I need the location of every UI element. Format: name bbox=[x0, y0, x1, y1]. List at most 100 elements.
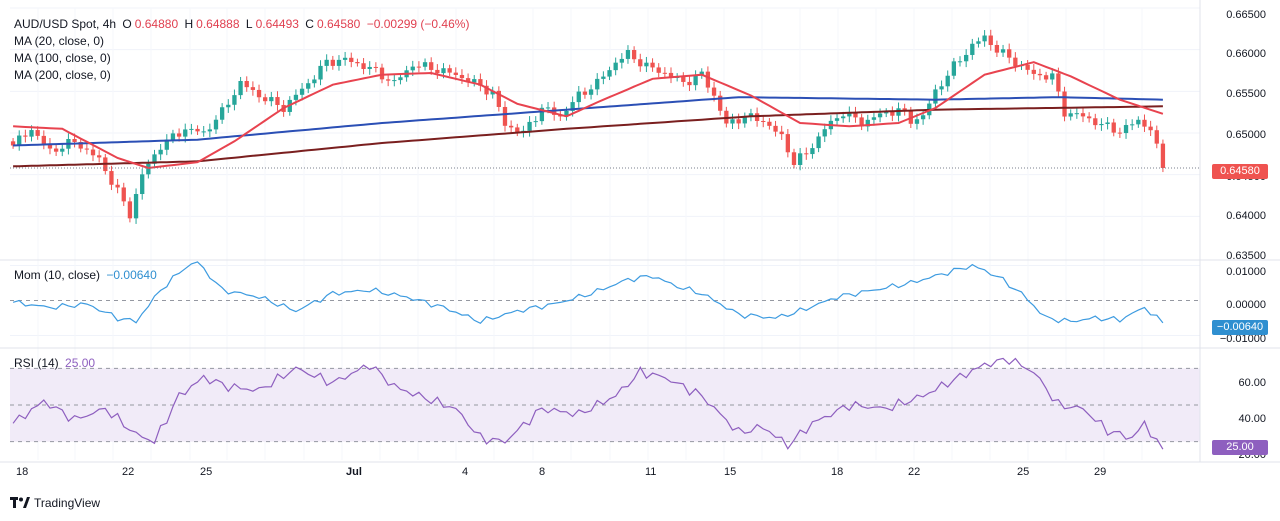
candle-body bbox=[533, 121, 538, 123]
candle-body bbox=[435, 69, 440, 74]
open-label: O bbox=[122, 17, 132, 31]
mom-legend[interactable]: Mom (10, close) −0.00640 bbox=[14, 268, 160, 282]
date-tick: 25 bbox=[1017, 466, 1030, 478]
candle-body bbox=[619, 58, 624, 63]
candle-body bbox=[478, 79, 483, 86]
candle-body bbox=[379, 67, 385, 80]
price-tick: 0.66500 bbox=[1226, 9, 1266, 21]
candle-body bbox=[373, 66, 379, 68]
candle-body bbox=[299, 88, 305, 95]
low-value: 0.64493 bbox=[255, 17, 299, 31]
candle-body bbox=[78, 141, 83, 149]
date-tick: 25 bbox=[200, 466, 213, 478]
low-label: L bbox=[245, 17, 253, 31]
ma200-line bbox=[13, 105, 1163, 168]
candle-body bbox=[1148, 126, 1153, 131]
candle-body bbox=[1056, 73, 1061, 92]
candle-body bbox=[754, 113, 760, 121]
candle-body bbox=[595, 78, 600, 90]
candle-body bbox=[453, 72, 458, 75]
candle-body bbox=[564, 110, 569, 117]
candle-body bbox=[841, 116, 846, 119]
candle-body bbox=[109, 171, 114, 185]
candle-body bbox=[183, 129, 188, 137]
candle-body bbox=[847, 112, 852, 117]
candle-body bbox=[1093, 118, 1098, 126]
rsi-tick: 60.00 bbox=[1238, 377, 1266, 389]
date-tick: 11 bbox=[645, 466, 657, 478]
candle-body bbox=[29, 130, 34, 137]
candle-body bbox=[429, 62, 434, 70]
candle-body bbox=[816, 136, 821, 149]
rsi-level-lines bbox=[10, 367, 1200, 443]
candle-body bbox=[1130, 124, 1135, 126]
rsi-legend[interactable]: RSI (14) 25.00 bbox=[14, 356, 98, 370]
candle-body bbox=[355, 62, 360, 64]
date-tick: 15 bbox=[724, 466, 737, 478]
candle-body bbox=[146, 163, 151, 175]
candle-body bbox=[773, 125, 778, 132]
candle-body bbox=[1080, 113, 1086, 117]
candle-body bbox=[1117, 132, 1123, 134]
candle-body bbox=[613, 62, 618, 71]
mom-value: −0.00640 bbox=[106, 268, 157, 282]
candle-body bbox=[748, 113, 754, 117]
candle-body bbox=[312, 79, 317, 84]
candle-body bbox=[964, 54, 969, 62]
candle-body bbox=[1160, 143, 1166, 168]
ma200-legend[interactable]: MA (200, close, 0) bbox=[14, 68, 111, 82]
rsi-tick: 40.00 bbox=[1238, 413, 1266, 425]
price-tick: 0.63500 bbox=[1226, 250, 1266, 262]
candle-body bbox=[1123, 125, 1129, 134]
candle-body bbox=[1136, 119, 1141, 125]
candle-body bbox=[195, 128, 200, 132]
candle-body bbox=[72, 139, 77, 142]
open-value: 0.64880 bbox=[134, 17, 179, 31]
candle-body bbox=[601, 76, 606, 79]
candle-body bbox=[84, 148, 90, 150]
candle-body bbox=[662, 72, 668, 74]
high-value: 0.64888 bbox=[196, 17, 240, 31]
candle-body bbox=[638, 59, 643, 67]
candle-body bbox=[631, 50, 637, 60]
candle-body bbox=[625, 50, 631, 59]
candle-body bbox=[361, 63, 366, 70]
tradingview-logo-icon bbox=[10, 497, 30, 508]
candle-body bbox=[1068, 113, 1073, 117]
candle-body bbox=[349, 57, 354, 63]
date-tick: 22 bbox=[122, 466, 135, 478]
candle-body bbox=[970, 43, 975, 55]
candle-body bbox=[1105, 122, 1110, 125]
price-badge: 0.64580 bbox=[1212, 164, 1268, 179]
candle-body bbox=[23, 135, 28, 137]
symbol-label: AUD/USD Spot, 4h bbox=[14, 17, 117, 31]
candle-body bbox=[1000, 49, 1006, 53]
ma20-legend[interactable]: MA (20, close, 0) bbox=[14, 34, 105, 48]
rsi-badge: 25.00 bbox=[1212, 440, 1268, 455]
candle-body bbox=[140, 174, 145, 195]
candle-body bbox=[97, 155, 102, 158]
candle-body bbox=[152, 154, 157, 164]
candle-body bbox=[293, 94, 299, 100]
brand-label: TradingView bbox=[34, 496, 101, 510]
candle-body bbox=[392, 80, 397, 82]
candle-body bbox=[527, 121, 532, 131]
candle-body bbox=[515, 127, 520, 133]
ma100-legend[interactable]: MA (100, close, 0) bbox=[14, 51, 111, 65]
price-tick: 0.64000 bbox=[1226, 210, 1266, 222]
candle-body bbox=[545, 107, 551, 109]
candle-body bbox=[1037, 73, 1043, 76]
candle-body bbox=[607, 70, 612, 77]
candle-body bbox=[656, 67, 661, 73]
change-value: −0.00299 (−0.46%) bbox=[366, 17, 470, 31]
candle-body bbox=[410, 66, 415, 71]
candle-body bbox=[189, 128, 194, 130]
tradingview-brand[interactable]: TradingView bbox=[10, 496, 100, 510]
candle-body bbox=[1007, 49, 1012, 58]
candle-body bbox=[576, 91, 581, 103]
candle-body bbox=[447, 68, 452, 73]
price-tick: 0.66000 bbox=[1226, 48, 1266, 60]
mom-tick: 0.01000 bbox=[1226, 266, 1266, 278]
price-legend: AUD/USD Spot, 4h O 0.64880 H 0.64888 L 0.64… bbox=[14, 17, 472, 31]
